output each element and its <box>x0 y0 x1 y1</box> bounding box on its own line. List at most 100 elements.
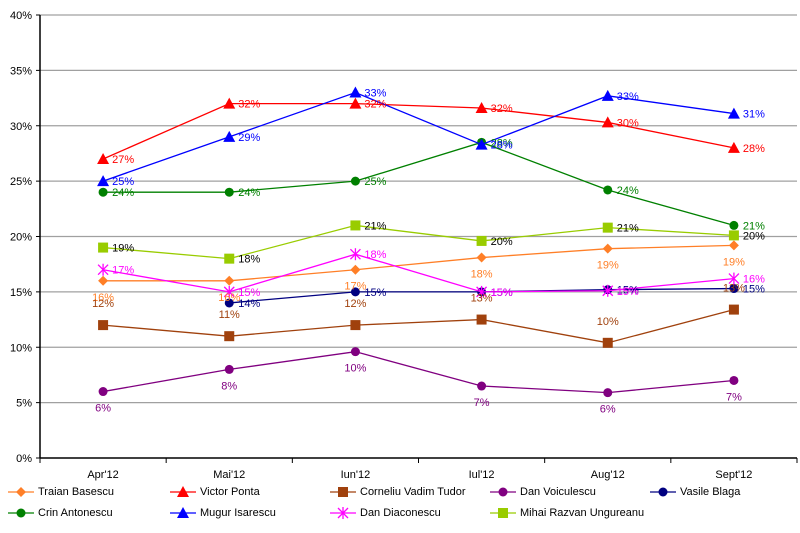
legend-label: Vasile Blaga <box>680 486 741 498</box>
square-marker <box>338 487 348 497</box>
data-point <box>98 242 109 253</box>
circle-marker <box>16 508 26 518</box>
data-label: 19% <box>597 260 619 272</box>
data-label: 32% <box>238 99 260 111</box>
circle-marker <box>603 388 613 398</box>
triangle-marker <box>349 97 362 109</box>
square-marker <box>350 220 361 231</box>
legend-swatch-icon <box>490 487 516 497</box>
legend-swatch-icon <box>330 487 356 497</box>
data-point <box>349 248 361 261</box>
legend-swatch-icon <box>170 507 196 518</box>
y-axis-ticks: 0% 5% 10% 15% 20% 25% 30% 35% 40% <box>10 10 40 465</box>
series-mugur-isarescu <box>97 86 740 187</box>
data-point <box>727 141 740 153</box>
y-tick-label: 30% <box>10 121 32 133</box>
legend-item: Dan Voiculescu <box>490 484 596 500</box>
data-point <box>477 381 487 391</box>
data-label: 15% <box>238 287 260 299</box>
legend-marker <box>658 487 668 497</box>
triangle-marker <box>727 141 740 153</box>
circle-marker <box>98 387 108 397</box>
legend-marker <box>16 508 26 518</box>
triangle-marker <box>601 89 614 101</box>
data-label: 15% <box>491 287 513 299</box>
data-label: 15% <box>491 287 513 299</box>
legend-label: Mihai Razvan Ungureanu <box>520 507 645 519</box>
data-point <box>603 388 613 398</box>
triangle-marker <box>601 116 614 128</box>
data-label: 20% <box>491 236 513 248</box>
triangle-marker <box>475 138 488 150</box>
series-line <box>103 141 735 227</box>
x-tick-label: Sept'12 <box>715 469 752 481</box>
triangle-marker <box>177 507 189 518</box>
data-point <box>476 252 487 263</box>
legend-label: Corneliu Vadim Tudor <box>360 486 466 498</box>
diamond-marker <box>16 487 26 497</box>
data-point <box>223 285 235 298</box>
triangle-marker <box>223 97 236 109</box>
y-tick-label: 20% <box>10 232 32 244</box>
data-label: 21% <box>743 220 765 232</box>
series-line <box>103 308 735 344</box>
data-label: 33% <box>364 88 386 100</box>
triangle-marker <box>727 107 740 119</box>
data-labels: 16% 16%17%18%19% 19%27%32% 32% 32%30%28%12%1… <box>92 88 765 416</box>
data-label: 16% <box>743 274 765 286</box>
square-marker <box>602 222 613 233</box>
data-point <box>97 263 109 276</box>
square-marker <box>224 253 235 264</box>
data-label: 18% <box>471 269 493 281</box>
data-point <box>224 275 235 286</box>
series-line <box>102 351 734 394</box>
data-label: 6% <box>600 404 616 416</box>
legend-item: Traian Basescu <box>8 484 114 500</box>
data-label: 19% <box>723 256 745 268</box>
data-point <box>602 222 613 233</box>
data-label: 7% <box>726 391 742 403</box>
data-point <box>350 264 361 275</box>
gridlines <box>40 14 797 404</box>
square-marker <box>498 508 508 518</box>
data-point <box>350 347 360 357</box>
data-label: 21% <box>617 223 639 235</box>
series-mihai-razvan-ungureanu <box>98 220 739 264</box>
data-label: 15% <box>617 286 639 298</box>
y-tick-label: 35% <box>10 65 32 77</box>
data-label: 30% <box>617 117 639 129</box>
data-label: 24% <box>112 187 134 199</box>
data-label: 18% <box>364 249 386 261</box>
legend-item: Mugur Isarescu <box>170 505 276 521</box>
data-label: 13% <box>471 293 493 305</box>
x-tick-label: Apr'12 <box>87 469 118 481</box>
y-tick-label: 10% <box>10 342 32 354</box>
legend-swatch-icon <box>170 486 196 497</box>
data-point <box>97 175 110 187</box>
data-point <box>350 320 361 331</box>
circle-marker <box>224 364 234 374</box>
data-point <box>350 220 361 231</box>
square-marker <box>728 304 739 315</box>
y-tick-label: 25% <box>10 176 32 188</box>
data-label: 16% <box>92 292 114 304</box>
circle-marker <box>729 284 739 294</box>
data-point <box>224 187 234 197</box>
data-label: 12% <box>92 298 114 310</box>
series-line <box>102 91 735 182</box>
data-label: 28% <box>491 140 513 152</box>
circle-marker <box>477 381 487 391</box>
legend-swatch-icon <box>330 507 356 519</box>
circle-marker <box>350 176 360 186</box>
triangle-marker <box>475 102 488 114</box>
data-point <box>601 116 614 128</box>
legend-swatch-icon <box>490 508 516 518</box>
data-label: 25% <box>364 176 386 188</box>
x-tick-label: Iun'12 <box>341 469 371 481</box>
legend-item: Crin Antonescu <box>8 505 113 521</box>
diamond-marker <box>98 275 109 286</box>
y-tick-label: 40% <box>10 10 32 22</box>
data-point <box>603 185 613 195</box>
legend-marker <box>177 507 189 518</box>
data-point <box>602 337 613 348</box>
